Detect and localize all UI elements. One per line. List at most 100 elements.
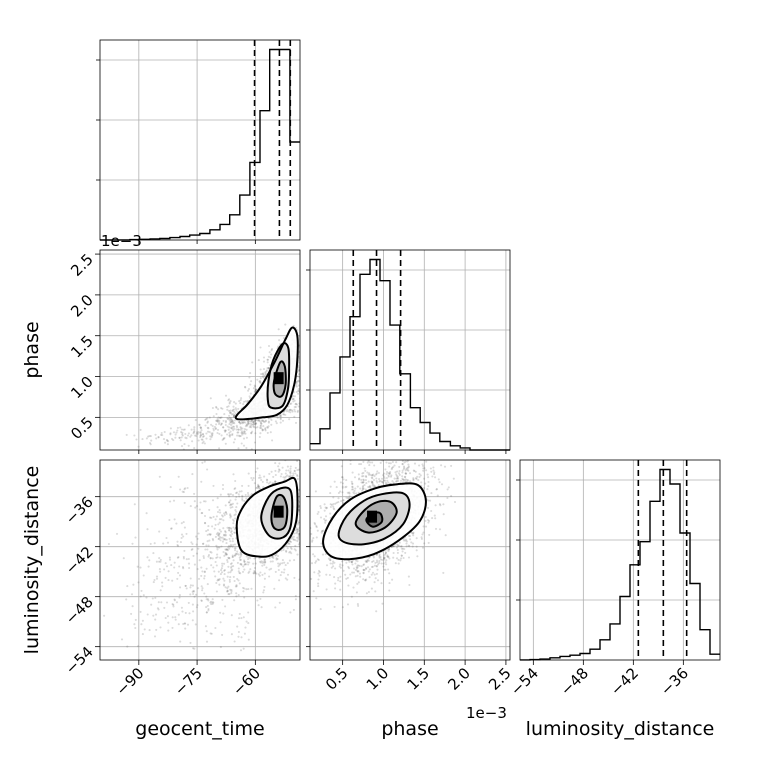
sample-point bbox=[191, 473, 194, 476]
sample-point bbox=[240, 562, 243, 566]
sample-point bbox=[205, 640, 209, 643]
sample-point bbox=[230, 527, 233, 531]
sample-point bbox=[248, 570, 251, 573]
sample-point bbox=[220, 571, 224, 574]
sample-point bbox=[249, 424, 252, 427]
sample-point bbox=[286, 474, 289, 477]
contour-line-1 bbox=[266, 342, 291, 410]
sample-point bbox=[234, 509, 237, 512]
sample-point bbox=[229, 412, 232, 415]
sample-point bbox=[241, 427, 244, 430]
sample-point bbox=[215, 590, 218, 593]
sample-point bbox=[174, 618, 177, 621]
sample-point bbox=[269, 417, 272, 420]
sample-point bbox=[223, 436, 226, 440]
sample-point bbox=[377, 484, 380, 487]
sample-point bbox=[285, 550, 288, 553]
sample-point bbox=[358, 463, 361, 466]
sample-point bbox=[274, 606, 277, 609]
sample-point bbox=[238, 400, 241, 403]
sample-point bbox=[243, 587, 246, 590]
sample-point bbox=[241, 484, 244, 487]
sample-point bbox=[266, 431, 269, 434]
sample-point bbox=[288, 543, 291, 546]
sample-point bbox=[211, 537, 214, 540]
sample-point bbox=[238, 421, 241, 424]
sample-point bbox=[181, 433, 184, 436]
sample-point bbox=[235, 491, 239, 494]
sample-point bbox=[341, 485, 344, 488]
sample-point bbox=[216, 419, 219, 423]
sample-point bbox=[232, 519, 235, 522]
sample-point bbox=[292, 608, 295, 611]
sample-point bbox=[425, 469, 428, 472]
sample-point bbox=[203, 592, 206, 595]
sample-point bbox=[232, 575, 235, 578]
sample-point bbox=[214, 535, 217, 538]
sample-point bbox=[219, 573, 222, 576]
sample-point bbox=[142, 574, 145, 577]
sample-point bbox=[237, 570, 240, 573]
sample-point bbox=[392, 481, 395, 484]
sample-point bbox=[355, 566, 358, 569]
sample-point bbox=[187, 432, 190, 435]
sample-point bbox=[219, 621, 222, 624]
sample-point bbox=[243, 430, 246, 433]
sample-point bbox=[292, 324, 295, 327]
sample-point bbox=[265, 566, 268, 569]
sample-point bbox=[225, 512, 228, 516]
sample-point bbox=[155, 628, 158, 631]
sample-point bbox=[302, 446, 304, 448]
sample-point bbox=[141, 619, 144, 622]
sample-point bbox=[381, 558, 384, 562]
sample-point bbox=[215, 406, 218, 409]
sample-point bbox=[296, 375, 299, 378]
sample-point bbox=[298, 533, 300, 536]
sample-point bbox=[334, 345, 336, 347]
sample-point bbox=[396, 551, 399, 554]
sample-point bbox=[399, 453, 401, 455]
sample-point bbox=[229, 421, 232, 424]
sample-point bbox=[297, 361, 300, 364]
sample-point bbox=[250, 423, 253, 426]
sample-point bbox=[289, 408, 292, 411]
sample-point bbox=[230, 427, 233, 430]
sample-point bbox=[315, 508, 317, 510]
sample-point bbox=[200, 480, 203, 483]
sample-point bbox=[229, 526, 232, 530]
sample-point bbox=[200, 427, 203, 430]
sample-point bbox=[311, 334, 313, 336]
sample-point bbox=[205, 595, 208, 598]
sample-point bbox=[399, 559, 402, 562]
sample-point bbox=[297, 388, 300, 391]
sample-point bbox=[177, 475, 180, 478]
sample-point bbox=[385, 563, 388, 566]
sample-point bbox=[315, 514, 317, 516]
sample-point bbox=[393, 464, 396, 467]
sample-point bbox=[302, 485, 304, 487]
sample-point bbox=[134, 618, 137, 621]
sample-point bbox=[182, 535, 185, 538]
sample-point bbox=[378, 560, 381, 563]
sample-point bbox=[206, 604, 209, 607]
sample-point bbox=[179, 426, 182, 429]
sample-point bbox=[316, 397, 318, 399]
sample-point bbox=[233, 543, 237, 546]
sample-point bbox=[239, 434, 242, 438]
sample-point bbox=[249, 396, 252, 400]
sample-point bbox=[279, 574, 282, 577]
sample-point bbox=[300, 382, 302, 384]
sample-point bbox=[224, 421, 227, 424]
sample-point bbox=[241, 495, 244, 498]
sample-point bbox=[155, 437, 158, 440]
sample-point bbox=[227, 528, 231, 532]
sample-point bbox=[258, 435, 261, 439]
sample-point bbox=[222, 527, 225, 530]
sample-point bbox=[130, 612, 133, 615]
sample-point bbox=[247, 622, 250, 625]
sample-point bbox=[322, 501, 324, 503]
sample-point bbox=[226, 526, 229, 529]
sample-point bbox=[304, 394, 306, 396]
sample-point bbox=[290, 402, 293, 405]
